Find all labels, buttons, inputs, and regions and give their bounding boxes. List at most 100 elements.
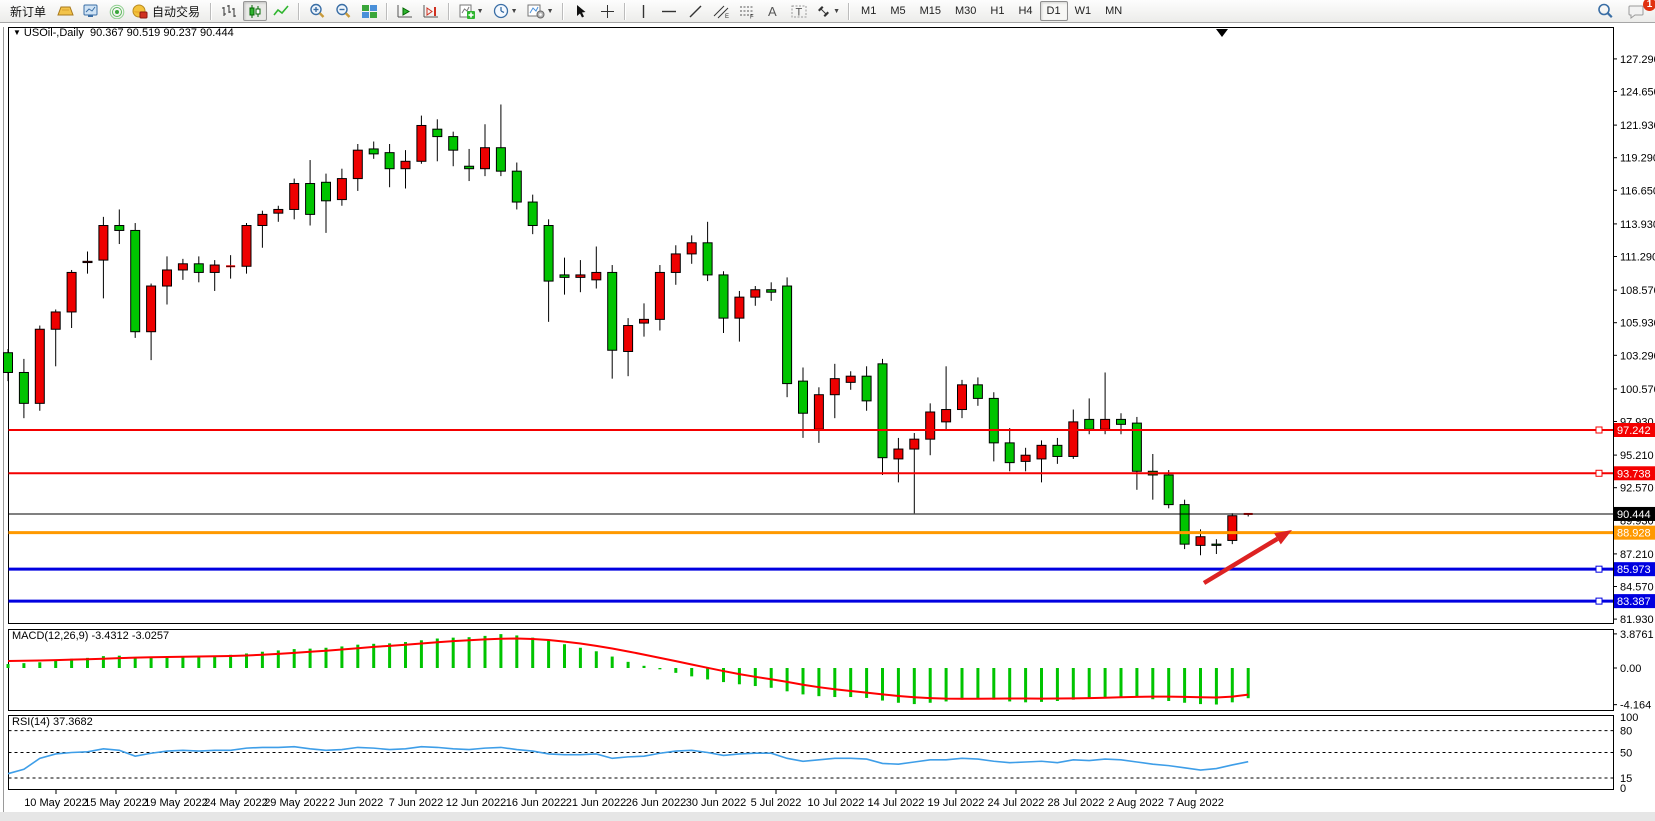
autotrading-button[interactable]: 自动交易: [131, 1, 205, 21]
price-tick-label: 113.930: [1620, 219, 1655, 231]
macd-bar: [563, 644, 566, 668]
new-order-button[interactable]: 新订单: [5, 1, 51, 21]
macd-bar: [1008, 668, 1012, 702]
auto-scroll-button[interactable]: [393, 1, 417, 21]
macd-bar: [1040, 668, 1043, 702]
candle-body: [1131, 422, 1142, 472]
zoom-out-icon: [335, 3, 350, 18]
macd-bar: [483, 635, 487, 668]
candlestick-mode-button[interactable]: [243, 1, 268, 21]
candle-body: [18, 371, 29, 404]
price-tick-label: 100.570: [1620, 384, 1655, 396]
hline-handle[interactable]: [1595, 426, 1603, 434]
chart-canvas[interactable]: 127.290 124.650 121.930 119.290 116.650 113.9…: [0, 23, 1655, 821]
macd-bar: [6, 664, 10, 668]
price-box: [1614, 594, 1655, 609]
price-tick-label: 103.290: [1620, 350, 1655, 362]
zoom-in-icon: [309, 3, 324, 18]
time-tick-label: 26 Jun 2022: [626, 797, 687, 809]
bar-chart-mode-button[interactable]: [217, 1, 241, 21]
macd-bar: [833, 668, 837, 698]
candle-body: [941, 409, 952, 423]
rsi-indicator-label: RSI(14) 37.3682: [12, 716, 93, 728]
timeframe-h1[interactable]: H1: [990, 5, 1005, 17]
timeframe-d1[interactable]: D1: [1039, 1, 1068, 21]
tile-windows-button[interactable]: [357, 1, 381, 21]
candle-body: [1195, 536, 1206, 546]
chevron-down-icon: ▼: [833, 7, 840, 15]
chart-shift-marker[interactable]: [1216, 29, 1228, 37]
arrow-annotation-head[interactable]: [1274, 530, 1292, 545]
macd-bar: [117, 655, 121, 668]
fibonacci-tool[interactable]: F: [735, 1, 759, 21]
one-click-trading-toggle[interactable]: ▼: [13, 28, 21, 37]
timeframe-m15[interactable]: M15: [919, 5, 941, 17]
candle-body: [1227, 515, 1238, 541]
horizontal-line-tool[interactable]: [657, 1, 681, 21]
candle-body: [782, 285, 793, 385]
text-tool[interactable]: A: [761, 1, 785, 21]
timeframe-m1[interactable]: M1: [861, 5, 877, 17]
bar-chart-icon: [222, 4, 237, 17]
fibonacci-icon: F: [739, 6, 754, 19]
time-tick-label: 7 Jun 2022: [389, 797, 443, 809]
signals-icon[interactable]: [105, 1, 129, 21]
macd-bar: [1024, 668, 1028, 703]
macd-bar: [1103, 668, 1107, 698]
candle-body: [829, 378, 840, 396]
templates-button[interactable]: ▼: [523, 1, 557, 21]
price-tick-label: 81.930: [1620, 614, 1654, 626]
notification-badge: 1: [1643, 0, 1655, 11]
vertical-line-tool[interactable]: [631, 1, 655, 21]
chart-symbol-period: USOil-,Daily: [23, 27, 84, 39]
equidistant-channel-tool[interactable]: E: [709, 1, 733, 21]
market-watch-icon[interactable]: [79, 1, 103, 21]
candle-body: [336, 178, 347, 201]
candle-body: [1211, 543, 1222, 546]
macd-bar: [722, 668, 725, 683]
timeframe-w1[interactable]: W1: [1074, 5, 1092, 17]
candle-body: [464, 165, 475, 170]
macd-bar: [881, 668, 884, 701]
hline-handle[interactable]: [1595, 469, 1603, 477]
macd-bar: [404, 642, 407, 668]
chart-shift-button[interactable]: [419, 1, 443, 21]
new-order-label: 新订单: [10, 4, 47, 19]
zoom-in-button[interactable]: [305, 1, 329, 21]
macd-bar: [1087, 668, 1091, 699]
timeframe-h4[interactable]: H4: [1018, 5, 1033, 17]
candle-body: [305, 183, 316, 215]
search-button[interactable]: [1593, 1, 1617, 21]
trendline-tool[interactable]: [683, 1, 707, 21]
macd-bar: [1167, 668, 1171, 701]
text-label-tool[interactable]: T: [787, 1, 811, 21]
toolbar-separator: [562, 2, 565, 20]
candle-body: [241, 225, 252, 267]
timeframe-m5[interactable]: M5: [890, 5, 906, 17]
candle-body: [432, 128, 443, 138]
line-chart-icon: [273, 4, 289, 15]
rsi-axis-label: 100: [1620, 712, 1638, 724]
period-button[interactable]: ▼: [489, 1, 521, 21]
hline-handle[interactable]: [1595, 565, 1603, 573]
notifications-button[interactable]: 1: [1624, 0, 1655, 21]
arrow-annotation-shaft[interactable]: [1202, 536, 1279, 585]
macd-bar: [690, 668, 694, 677]
macd-bar: [531, 637, 535, 668]
gold-symbol-icon[interactable]: [53, 1, 77, 21]
crosshair-tool-button[interactable]: [595, 1, 619, 21]
hline-handle[interactable]: [1595, 597, 1603, 605]
price-box: [1614, 525, 1655, 540]
new-chart-button[interactable]: ▼: [455, 1, 487, 21]
macd-bar: [849, 668, 853, 698]
candle-body: [543, 225, 554, 282]
line-chart-mode-button[interactable]: [269, 1, 293, 21]
macd-bar: [769, 668, 773, 688]
timeframe-m30[interactable]: M30: [955, 5, 977, 17]
cursor-tool-button[interactable]: [569, 1, 593, 21]
macd-bar: [260, 651, 264, 668]
candle-body: [559, 274, 570, 278]
arrows-tool-button[interactable]: ▼: [813, 1, 843, 21]
timeframe-mn[interactable]: MN: [1105, 5, 1123, 17]
zoom-out-button[interactable]: [331, 1, 355, 21]
